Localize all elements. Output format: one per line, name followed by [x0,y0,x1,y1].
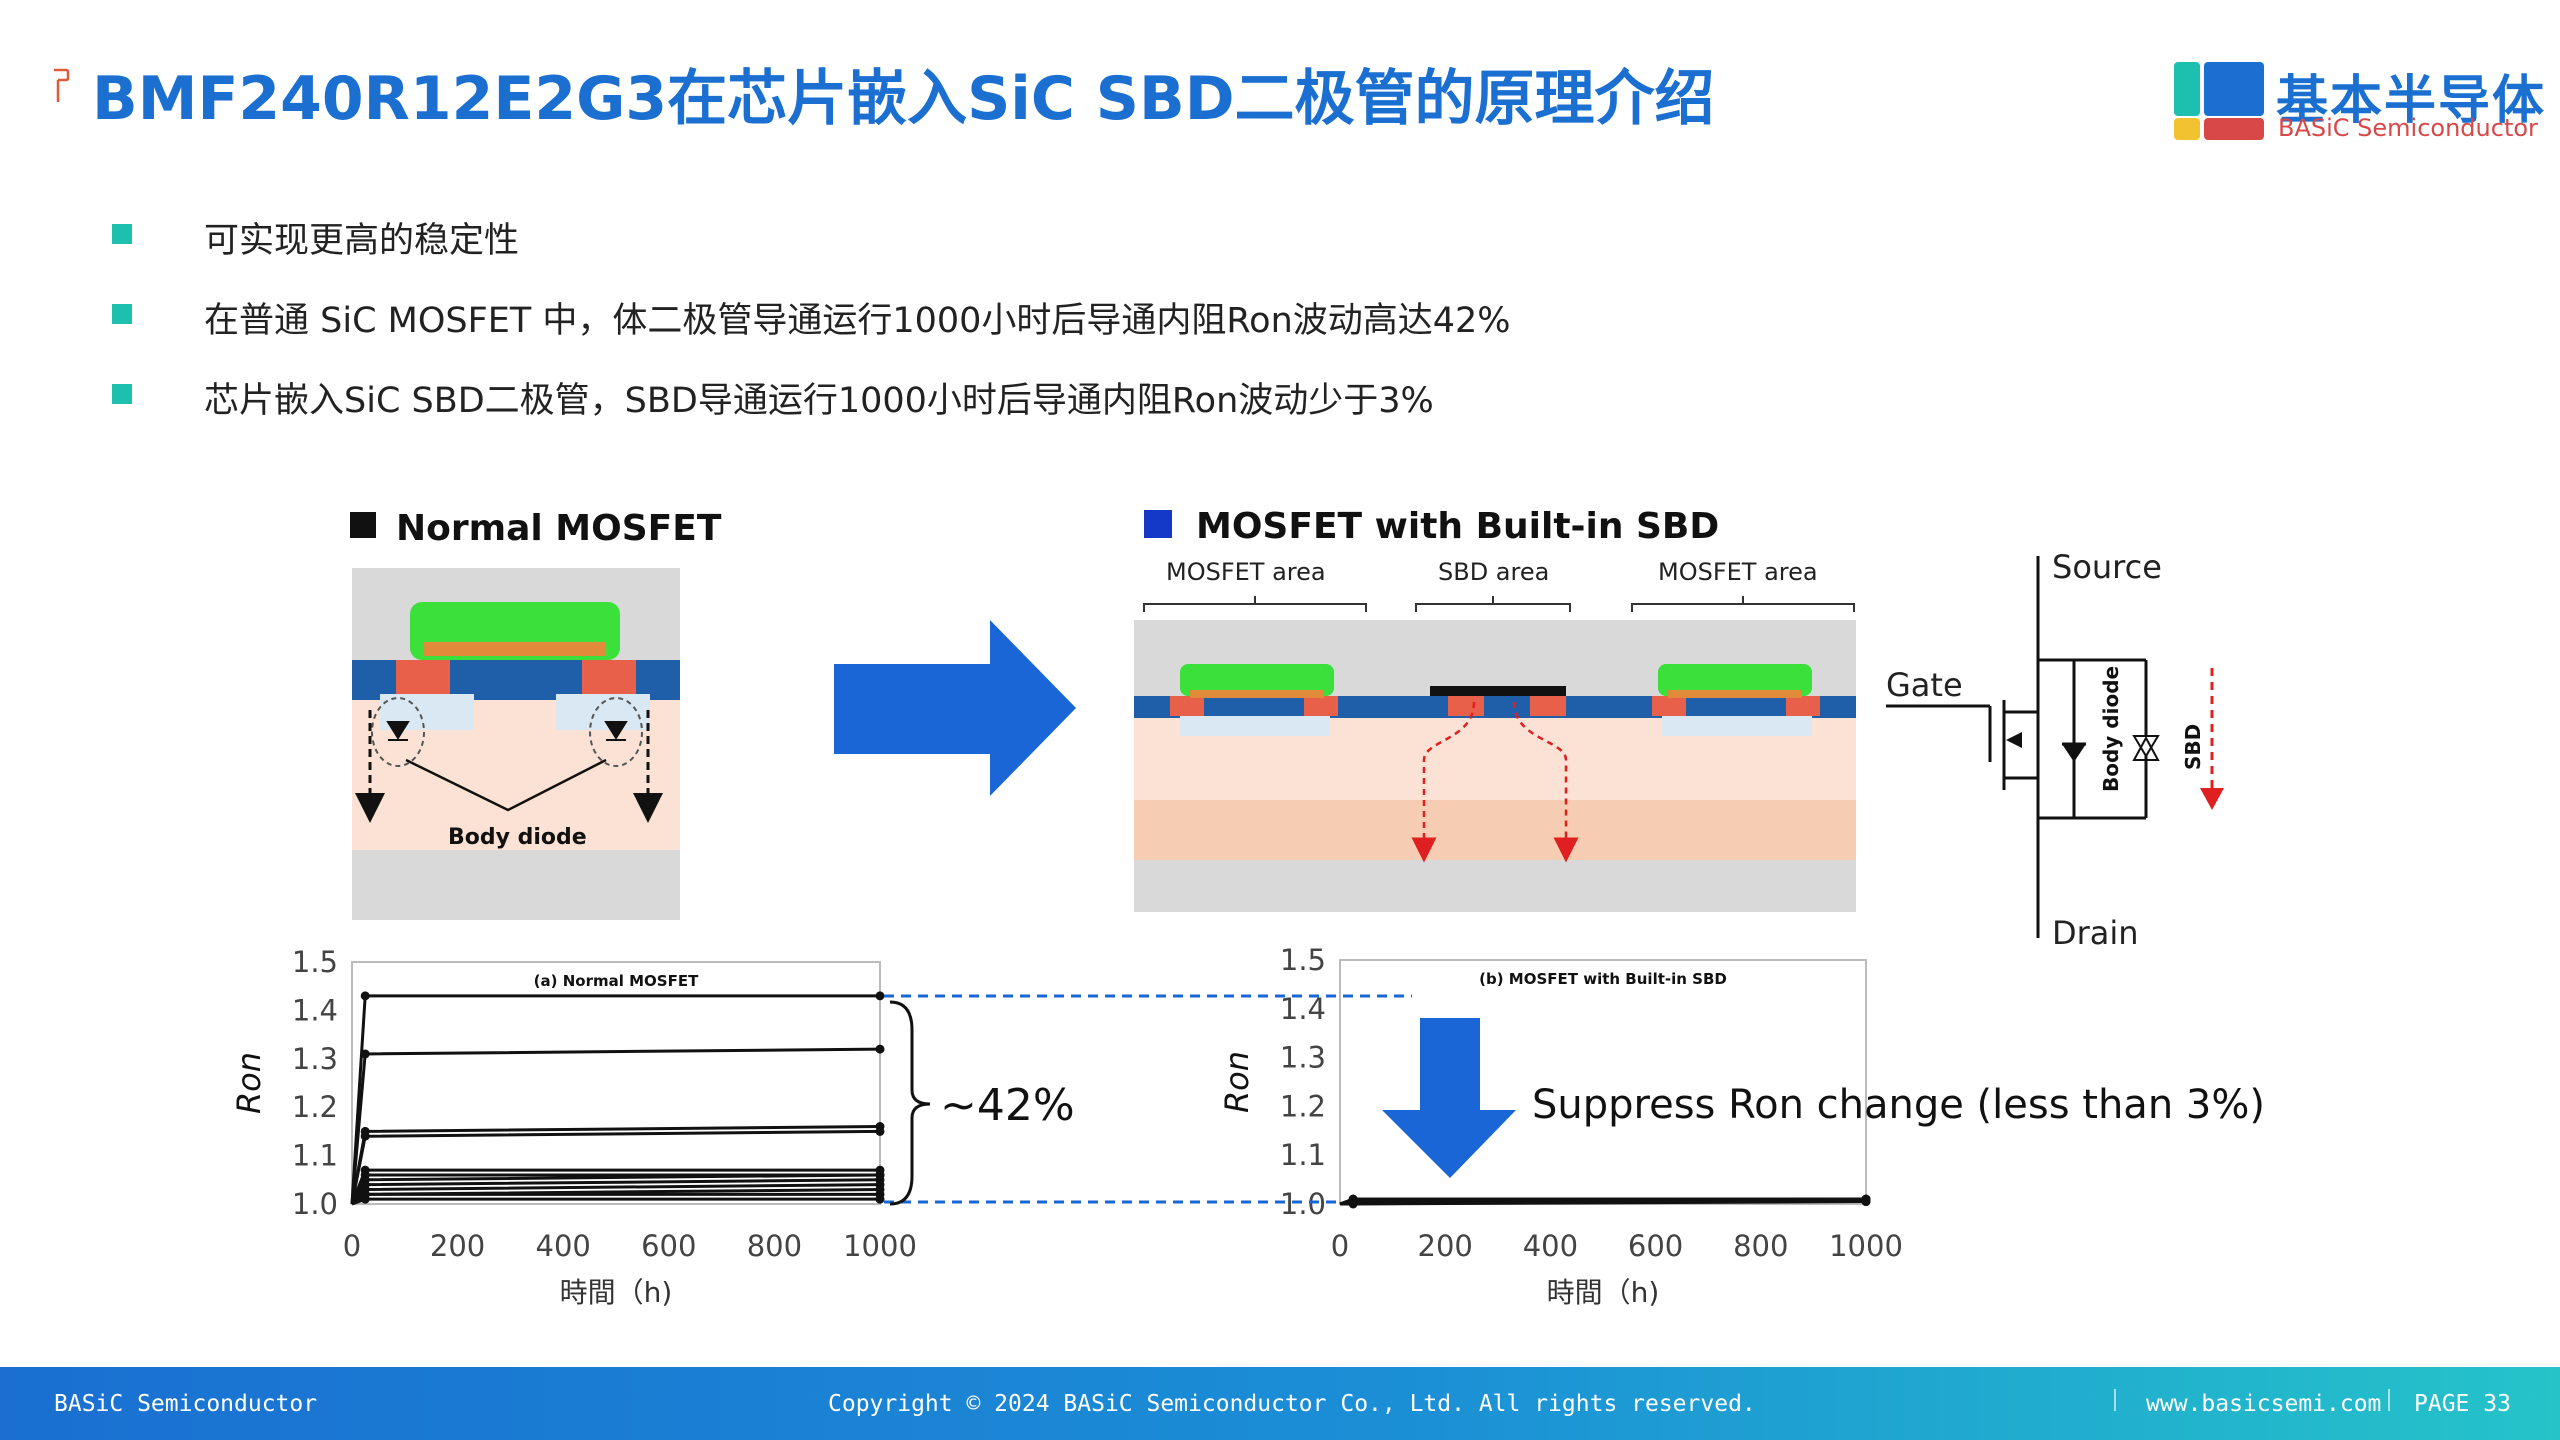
data-point [360,991,370,1001]
body-diode-label: Body diode [448,825,587,850]
area-label-mosfet-right: MOSFET area [1658,558,1818,586]
y-tick-label: 1.5 [1280,943,1326,977]
builtin-sbd-diagram: MOSFET with Built-in SBD MOSFET area SBD… [1134,506,1856,912]
company-logo: 基本半导体 BASiC Semiconductor [2170,58,2550,148]
y-tick-label: 1.5 [292,945,338,979]
title-marker-icon [54,68,70,102]
footer-website-link[interactable]: www.basicsemi.com [2146,1391,2382,1417]
footer-company: BASiC Semiconductor [54,1391,318,1417]
change-percent-label: ~42% [940,1080,1075,1131]
y-tick-label: 1.4 [292,993,338,1027]
x-tick-label: 600 [1628,1229,1683,1263]
legend-square-black [350,512,376,538]
y-tick-label: 1.2 [292,1090,338,1124]
logo-name-en: BASiC Semiconductor [2278,114,2538,142]
y-axis-label: Ron [1218,1051,1256,1113]
plot-area [351,961,881,1205]
area-label-sbd: SBD area [1438,558,1549,586]
x-tick-label: 0 [343,1229,361,1263]
footer-copyright: Copyright © 2024 BASiC Semiconductor Co.… [828,1391,1756,1417]
circuit-gate-label: Gate [1886,666,1963,704]
y-axis-label: Ron [230,1052,268,1114]
data-point [875,1126,885,1136]
circuit-sbd-label: SBD [2181,724,2205,770]
x-tick-label: 200 [1418,1229,1473,1263]
x-tick-label: 600 [641,1229,696,1263]
brace-icon [889,1000,931,1206]
x-tick-label: 1000 [843,1229,917,1263]
normal-mosfet-diagram: Normal MOSFET Body diode [350,508,722,920]
x-tick-label: 800 [747,1229,802,1263]
suppress-text: Suppress Ron change (less than 3%) [1532,1082,2265,1128]
normal-mosfet-title: Normal MOSFET [396,508,722,549]
bullet-text: 在普通 SiC MOSFET 中，体二极管导通运行1000小时后导通内阻Ron波… [204,301,1511,341]
data-point [1348,1199,1358,1209]
y-tick-label: 1.3 [292,1042,338,1076]
x-tick-label: 400 [536,1229,591,1263]
data-point [875,1194,885,1204]
logo-mark-icon [2174,62,2264,140]
builtin-sbd-title: MOSFET with Built-in SBD [1196,506,1719,547]
mosfet-sbd-circuit: Source Gate Drain Body diode SBD [1886,548,2224,952]
area-label-mosfet-left: MOSFET area [1166,558,1326,586]
x-tick-label: 400 [1523,1229,1578,1263]
legend-square-blue [1144,510,1172,538]
footer-separator [2388,1389,2390,1411]
y-tick-label: 1.0 [292,1187,338,1221]
bullet-marker [112,224,132,244]
x-tick-label: 1000 [1829,1229,1903,1263]
data-point [360,1049,370,1059]
chart-normal-mosfet: (a) Normal MOSFET 1.0 1.1 1.2 1.3 1.4 1.5 0 200 4… [230,945,917,1309]
y-tick-label: 1.0 [1280,1187,1326,1221]
x-tick-label: 0 [1331,1229,1349,1263]
y-tick-label: 1.1 [292,1139,338,1173]
y-tick-label: 1.4 [1280,992,1326,1026]
bullet-text: 可实现更高的稳定性 [204,221,520,261]
y-tick-label: 1.1 [1280,1138,1326,1172]
x-axis-label: 時間（h) [560,1276,673,1309]
circuit-drain-label: Drain [2052,914,2139,952]
circuit-source-label: Source [2052,548,2162,586]
footer-page-number: PAGE 33 [2414,1391,2511,1417]
chart-title: (a) Normal MOSFET [534,972,699,990]
chart-builtin-sbd: (b) MOSFET with Built-in SBD 1.0 1.1 1.2 1.3… [1218,943,1903,1309]
x-tick-label: 800 [1733,1229,1788,1263]
logo-name-cn: 基本半导体 [2276,71,2547,131]
data-point [875,1044,885,1054]
bullet-marker [112,304,132,324]
y-tick-label: 1.2 [1280,1089,1326,1123]
bullet-marker [112,384,132,404]
bullet-text: 芯片嵌入SiC SBD二极管，SBD导通运行1000小时后导通内阻Ron波动少于… [204,381,1434,421]
data-point [1861,1197,1871,1207]
data-point [875,991,885,1001]
page-title: BMF240R12E2G3在芯片嵌入SiC SBD二极管的原理介绍 [92,64,1715,134]
arrow-right-icon [834,620,1076,796]
arrow-down-icon [1382,1018,1516,1178]
circuit-body-diode-label: Body diode [2099,666,2123,792]
footer-separator [2114,1389,2116,1411]
data-point [360,1194,370,1204]
y-tick-label: 1.3 [1280,1041,1326,1075]
current-arrow-icon [2200,788,2224,810]
footer-bar: BASiC Semiconductor Copyright © 2024 BAS… [0,1367,2560,1440]
x-tick-label: 200 [430,1229,485,1263]
data-point [360,1131,370,1141]
chart-title: (b) MOSFET with Built-in SBD [1479,970,1727,988]
x-axis-label: 時間（h) [1547,1276,1660,1309]
